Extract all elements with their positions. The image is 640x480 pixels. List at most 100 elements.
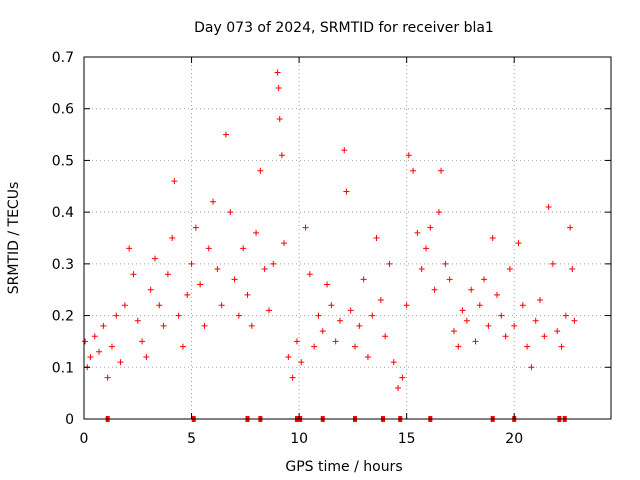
data-point (179, 343, 186, 350)
data-point (134, 317, 141, 324)
data-point (558, 343, 565, 350)
data-point (210, 198, 217, 205)
data-point (446, 276, 453, 283)
data-point (455, 343, 462, 350)
data-point (248, 322, 255, 329)
data-point (481, 276, 488, 283)
data-point (438, 167, 445, 174)
data-point (275, 85, 282, 92)
data-points (82, 69, 578, 391)
chart-title: Day 073 of 2024, SRMTID for receiver bla… (194, 20, 494, 36)
data-point (130, 271, 137, 278)
data-point (302, 224, 309, 231)
y-tick-label: 0.4 (52, 205, 74, 221)
data-point (169, 235, 176, 241)
data-point (377, 297, 384, 304)
data-point (554, 328, 561, 335)
data-point (450, 328, 457, 335)
data-point (274, 69, 281, 76)
data-point (261, 266, 268, 273)
data-point (289, 374, 296, 381)
data-point (472, 338, 479, 345)
data-point (244, 291, 251, 298)
x-tick-label: 20 (505, 431, 523, 447)
data-point (431, 286, 438, 293)
data-point (311, 343, 318, 350)
data-point (528, 364, 535, 371)
x-tick-label: 10 (290, 431, 308, 447)
data-point (364, 353, 371, 360)
data-point (143, 353, 150, 360)
data-point (382, 333, 389, 340)
y-axis-label: SRMTID / TECUs (6, 182, 22, 295)
data-point (222, 131, 229, 138)
data-point (373, 235, 380, 241)
data-point (506, 266, 513, 273)
data-point (227, 209, 234, 216)
data-point (91, 333, 98, 340)
data-point (235, 312, 242, 319)
data-point (549, 260, 556, 267)
data-point (315, 312, 322, 319)
data-point (293, 338, 300, 345)
data-point (360, 276, 367, 283)
data-point (257, 167, 264, 174)
data-point (285, 353, 292, 360)
data-point (341, 147, 348, 154)
data-point (567, 224, 574, 231)
grid (84, 56, 611, 419)
data-point (498, 312, 505, 319)
data-point (104, 374, 111, 381)
y-axis-ticks: 0 0.1 0.2 0.3 0.4 0.5 0.6 0.7 (52, 50, 611, 428)
data-point (306, 271, 313, 278)
data-point (121, 302, 128, 309)
data-point (468, 286, 475, 293)
y-tick-label: 0.6 (52, 102, 74, 118)
data-point (281, 240, 288, 247)
data-point (160, 322, 167, 329)
plot-border (83, 56, 612, 420)
x-tick-label: 15 (398, 431, 416, 447)
data-point (192, 224, 199, 231)
data-point (541, 333, 548, 340)
data-point (265, 307, 272, 314)
data-point (126, 245, 133, 252)
data-point (489, 235, 496, 241)
data-point (201, 322, 208, 329)
data-point (459, 307, 466, 314)
data-point (515, 240, 522, 247)
data-point (405, 152, 412, 159)
data-point (524, 343, 531, 350)
data-point (427, 224, 434, 231)
data-point (356, 322, 363, 329)
data-point (319, 328, 326, 335)
data-point (569, 266, 576, 273)
data-point (147, 286, 154, 293)
data-point (352, 343, 359, 350)
data-point (418, 266, 425, 273)
data-point (562, 312, 569, 319)
data-point (332, 338, 339, 345)
data-point (571, 317, 578, 324)
data-point (476, 302, 483, 309)
data-point (276, 116, 283, 123)
data-point (324, 281, 331, 288)
data-point (442, 260, 449, 267)
data-point (278, 152, 285, 159)
data-point (485, 322, 492, 329)
data-point (493, 291, 500, 298)
data-point (171, 178, 178, 185)
data-point (231, 276, 238, 283)
data-point (205, 245, 212, 252)
data-point (545, 203, 552, 210)
y-tick-label: 0.1 (52, 360, 74, 376)
data-point (218, 302, 225, 309)
data-point (139, 338, 146, 345)
data-point (175, 312, 182, 319)
data-point (164, 271, 171, 278)
data-point (347, 307, 354, 314)
data-point (502, 333, 509, 340)
data-point (532, 317, 539, 324)
data-point (87, 353, 94, 360)
